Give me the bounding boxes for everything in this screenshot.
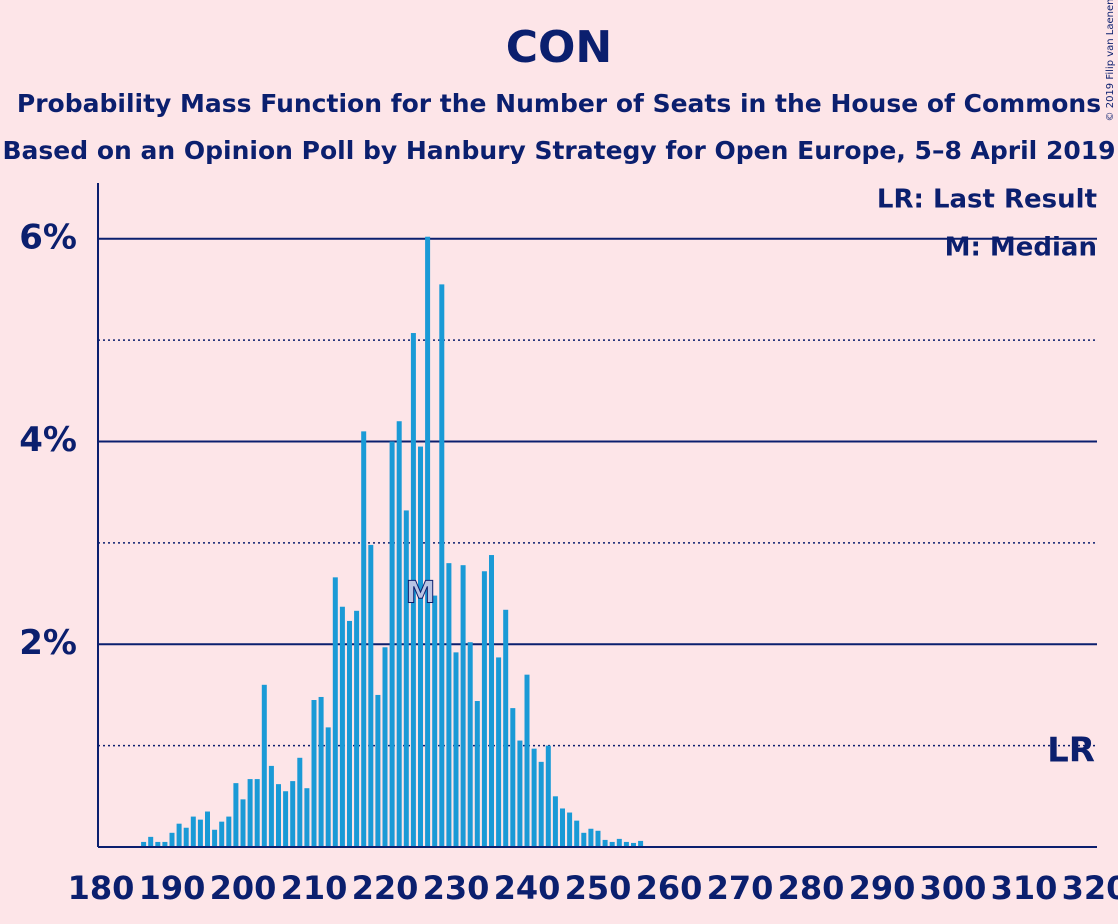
bar bbox=[339, 606, 345, 847]
bar bbox=[382, 647, 388, 847]
bar bbox=[602, 839, 608, 847]
bar bbox=[489, 555, 494, 847]
bar bbox=[368, 544, 374, 847]
bar bbox=[183, 827, 189, 847]
bar bbox=[439, 284, 445, 848]
chart-subtitle: Based on an Opinion Poll by Hanbury Stra… bbox=[2, 136, 1115, 165]
x-tick-label: 190 bbox=[139, 869, 206, 907]
bar bbox=[219, 821, 225, 847]
bar bbox=[361, 431, 367, 847]
bar bbox=[531, 748, 537, 847]
y-tick-label: 2% bbox=[19, 623, 77, 663]
bar bbox=[446, 563, 452, 847]
bar bbox=[148, 836, 154, 847]
median-marker: M bbox=[406, 576, 436, 611]
bar bbox=[354, 610, 360, 847]
x-tick-label: 230 bbox=[423, 869, 490, 907]
bar bbox=[247, 779, 253, 847]
copyright: © 2019 Filip van Laenen bbox=[1105, 0, 1116, 121]
bar bbox=[517, 740, 523, 847]
bar bbox=[631, 842, 636, 847]
legend-entry: LR: Last Result bbox=[877, 185, 1097, 215]
bar bbox=[425, 236, 431, 847]
chart-subtitle: Probability Mass Function for the Number… bbox=[17, 89, 1101, 118]
legend-entry: M: Median bbox=[945, 233, 1097, 263]
bar bbox=[226, 816, 232, 847]
bar bbox=[432, 595, 438, 847]
bar bbox=[233, 783, 239, 847]
bar bbox=[567, 812, 573, 847]
x-tick-label: 250 bbox=[565, 869, 632, 907]
x-tick-label: 320 bbox=[1062, 869, 1118, 907]
bar bbox=[276, 784, 281, 847]
bar bbox=[616, 838, 622, 847]
last-result-marker: LR bbox=[1047, 731, 1095, 771]
bar bbox=[396, 421, 402, 847]
y-tick-label: 4% bbox=[19, 420, 77, 460]
x-tick-label: 280 bbox=[778, 869, 845, 907]
bar bbox=[155, 841, 161, 847]
bar bbox=[375, 694, 381, 847]
bar bbox=[560, 808, 565, 847]
bar bbox=[268, 765, 274, 847]
bar bbox=[460, 565, 466, 847]
bar bbox=[162, 841, 168, 847]
bar bbox=[240, 799, 246, 847]
bar bbox=[474, 701, 480, 847]
bar bbox=[311, 700, 317, 847]
x-tick-label: 220 bbox=[352, 869, 419, 907]
bar bbox=[481, 571, 487, 847]
bar bbox=[141, 841, 147, 847]
bar bbox=[254, 779, 260, 847]
x-tick-label: 240 bbox=[494, 869, 561, 907]
bar bbox=[638, 840, 644, 847]
bar bbox=[347, 620, 352, 847]
x-tick-label: 300 bbox=[920, 869, 987, 907]
bar bbox=[545, 745, 551, 847]
chart-title: CON bbox=[506, 22, 613, 73]
x-tick-label: 290 bbox=[849, 869, 916, 907]
bar bbox=[453, 652, 459, 847]
bar bbox=[467, 642, 473, 847]
bar bbox=[261, 684, 267, 847]
x-tick-label: 310 bbox=[991, 869, 1058, 907]
bar bbox=[176, 823, 182, 847]
bar bbox=[595, 830, 601, 847]
bar bbox=[574, 820, 580, 847]
bar bbox=[332, 577, 338, 847]
bar bbox=[503, 609, 509, 847]
x-tick-label: 210 bbox=[281, 869, 348, 907]
bar bbox=[496, 657, 502, 847]
bar bbox=[212, 829, 218, 847]
x-tick-label: 260 bbox=[636, 869, 703, 907]
bar bbox=[318, 696, 324, 847]
bar bbox=[197, 819, 203, 847]
y-tick-label: 6% bbox=[19, 217, 77, 257]
bar bbox=[297, 757, 303, 847]
bar bbox=[552, 796, 558, 847]
bar bbox=[623, 841, 629, 847]
bar bbox=[304, 788, 310, 847]
bar bbox=[190, 816, 196, 847]
bar bbox=[325, 727, 331, 847]
bar bbox=[290, 781, 296, 847]
bar bbox=[609, 841, 615, 847]
bar bbox=[581, 832, 587, 847]
bar bbox=[283, 791, 289, 847]
x-tick-label: 180 bbox=[68, 869, 135, 907]
bar bbox=[588, 828, 594, 847]
bar bbox=[418, 446, 423, 847]
bar bbox=[538, 761, 544, 847]
bar bbox=[169, 832, 175, 847]
bar bbox=[205, 811, 210, 847]
x-tick-label: 200 bbox=[210, 869, 277, 907]
bar bbox=[410, 333, 416, 848]
bar bbox=[510, 708, 516, 847]
bar bbox=[389, 441, 395, 847]
bar bbox=[524, 674, 530, 847]
x-tick-label: 270 bbox=[707, 869, 774, 907]
bar bbox=[403, 510, 409, 847]
